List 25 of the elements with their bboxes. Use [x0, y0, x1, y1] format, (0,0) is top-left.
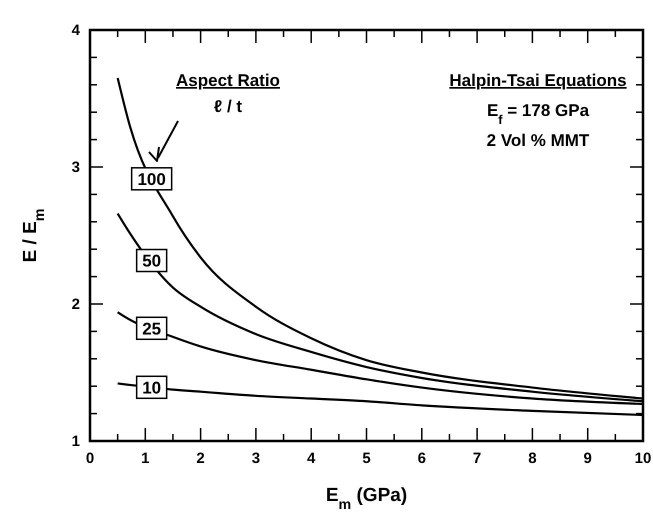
annotation: ℓ / t — [214, 97, 242, 116]
annotation: E$_{f}$ = 178 GPa — [486, 101, 590, 126]
annotation: Aspect Ratio — [176, 71, 280, 90]
series-label: 25 — [142, 319, 162, 338]
series-label: 50 — [142, 252, 162, 271]
legend-label: 100 — [137, 170, 166, 189]
annotation: Halpin-Tsai Equations — [449, 71, 627, 90]
x-tick-label: 8 — [528, 450, 537, 467]
y-tick-label: 1 — [72, 433, 80, 450]
annotation: 2 Vol % MMT — [486, 131, 590, 150]
y-tick-label: 2 — [72, 296, 80, 313]
x-axis-title: E$_{m}$ (GPa) — [326, 485, 408, 513]
x-tick-label: 5 — [362, 450, 371, 467]
y-tick-label: 4 — [72, 22, 81, 39]
x-tick-label: 9 — [584, 450, 592, 467]
x-tick-label: 1 — [141, 450, 150, 467]
x-tick-label: 10 — [634, 450, 652, 467]
series-label: 10 — [142, 378, 162, 398]
y-tick-label: 3 — [72, 159, 80, 176]
x-tick-label: 2 — [196, 450, 205, 467]
x-tick-label: 7 — [472, 450, 482, 467]
x-tick-label: 6 — [418, 450, 426, 467]
x-tick-label: 4 — [307, 450, 316, 467]
x-tick-label: 0 — [86, 450, 94, 467]
x-tick-label: 3 — [252, 450, 260, 467]
